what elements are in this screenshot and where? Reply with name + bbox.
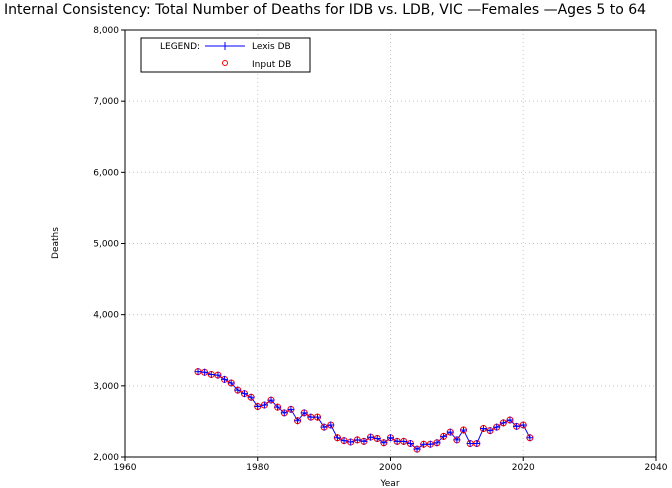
lexis-db-point (400, 437, 408, 445)
lexis-db-point (466, 439, 474, 447)
lexis-db-point (260, 401, 268, 409)
lexis-db-point (207, 370, 215, 378)
y-tick-label: 5,000 (93, 240, 119, 250)
y-tick-label: 2,000 (93, 453, 119, 463)
lexis-db-point (446, 428, 454, 436)
legend-plus-marker (221, 42, 229, 50)
lexis-db-point (227, 379, 235, 387)
lexis-db-point (287, 405, 295, 413)
lexis-db-point (406, 439, 414, 447)
lexis-db-point (380, 439, 388, 447)
lexis-db-point (499, 419, 507, 427)
legend-label-input: Input DB (252, 60, 291, 70)
y-tick-label: 4,000 (93, 311, 119, 321)
lexis-db-point (307, 413, 315, 421)
lexis-db-point (234, 386, 242, 394)
chart-title: Internal Consistency: Total Number of De… (4, 2, 647, 18)
x-tick-label: 2040 (645, 463, 668, 473)
series-line-lexis-db (197, 371, 531, 450)
lexis-db-point (506, 416, 514, 424)
lexis-db-point (367, 433, 375, 441)
y-axis-label: Deaths (51, 227, 61, 259)
lexis-db-point (214, 371, 222, 379)
lexis-db-point (300, 409, 308, 417)
lexis-db-point (473, 439, 481, 447)
x-tick-label: 2020 (512, 463, 535, 473)
lexis-db-point (413, 445, 421, 453)
lexis-db-point (333, 434, 341, 442)
lexis-db-point (240, 390, 248, 398)
lexis-db-point (221, 375, 229, 383)
series-group (194, 368, 534, 453)
lexis-db-point (201, 368, 209, 376)
lexis-db-point (513, 422, 521, 430)
grid-lines (125, 30, 656, 457)
lexis-db-point (294, 417, 302, 425)
lexis-db-point (440, 432, 448, 440)
lexis-db-point (313, 413, 321, 421)
lexis-db-point (519, 421, 527, 429)
y-tick-label: 8,000 (93, 26, 119, 36)
x-axis-label: Year (379, 479, 399, 488)
lexis-db-point (420, 440, 428, 448)
x-tick-label: 1960 (114, 463, 137, 473)
y-tick-label: 3,000 (93, 382, 119, 392)
lexis-db-point (486, 427, 494, 435)
y-tick-label: 6,000 (93, 168, 119, 178)
lexis-db-point (247, 393, 255, 401)
lexis-db-point (254, 402, 262, 410)
lexis-db-point (280, 409, 288, 417)
x-tick-label: 1980 (246, 463, 269, 473)
lexis-db-point (460, 426, 468, 434)
lexis-db-point (426, 440, 434, 448)
lexis-db-point (320, 423, 328, 431)
lexis-db-point (493, 423, 501, 431)
lexis-db-point (433, 439, 441, 447)
lexis-db-point (267, 396, 275, 404)
legend-label-lexis: Lexis DB (252, 42, 291, 52)
y-tick-label: 7,000 (93, 97, 119, 107)
lexis-db-point (274, 403, 282, 411)
lexis-db-point (353, 436, 361, 444)
lexis-db-point (387, 434, 394, 442)
lexis-db-point (194, 368, 202, 376)
legend-title: LEGEND: (160, 42, 200, 52)
lexis-db-point (479, 425, 487, 433)
lexis-db-point (340, 437, 348, 445)
lexis-db-point (327, 421, 335, 429)
lexis-db-point (373, 434, 381, 442)
lexis-db-point (360, 437, 368, 445)
lexis-db-point (393, 437, 401, 445)
lexis-db-point (526, 434, 534, 442)
lexis-db-point (453, 436, 461, 444)
legend-circle-marker (222, 60, 228, 66)
legend: LEGEND: Lexis DB Input DB (140, 37, 311, 73)
axis-ticks: 1960 1980 2000 2020 2040 2,000 3,000 4,000 5,000… (93, 26, 667, 473)
x-tick-label: 2000 (379, 463, 402, 473)
lexis-db-point (347, 438, 355, 446)
